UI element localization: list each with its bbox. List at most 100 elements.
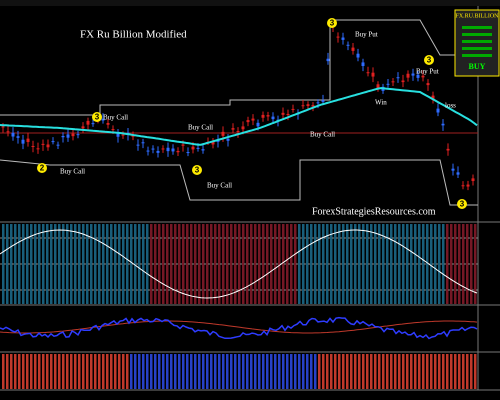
osc-bar — [102, 224, 105, 304]
trend-bar — [362, 354, 365, 389]
trend-bar — [50, 354, 53, 389]
trend-bar — [122, 354, 125, 389]
candle-body — [51, 141, 55, 143]
trend-bar — [298, 354, 301, 389]
trend-bar — [334, 354, 337, 389]
trend-bar — [102, 354, 105, 389]
trend-bar — [38, 354, 41, 389]
candle-body — [156, 150, 160, 153]
candle-body — [311, 105, 315, 107]
osc-bar — [258, 224, 261, 304]
trend-bar — [366, 354, 369, 389]
trend-bar — [290, 354, 293, 389]
osc-bar — [42, 224, 45, 304]
candle-body — [291, 108, 295, 110]
osc-bar — [30, 224, 33, 304]
osc-bar — [174, 224, 177, 304]
oscillator — [0, 229, 478, 299]
trend-bar — [126, 354, 129, 389]
trend-bar — [326, 354, 329, 389]
osc-bar — [86, 224, 89, 304]
candle-body — [446, 148, 450, 151]
trend-bar — [314, 354, 317, 389]
osc-bar — [34, 224, 37, 304]
trend-bar — [258, 354, 261, 389]
osc-bar — [186, 224, 189, 304]
trend-bar — [78, 354, 81, 389]
candle-body — [16, 136, 20, 138]
trend-bar — [94, 354, 97, 389]
candle-body — [321, 100, 325, 102]
candle-body — [216, 140, 220, 142]
trend-bar — [206, 354, 209, 389]
osc-bar — [74, 224, 77, 304]
candle-body — [461, 185, 465, 187]
osc-bar — [294, 224, 297, 304]
candle-body — [361, 62, 365, 67]
trend-bar — [318, 354, 321, 389]
candle-body — [46, 144, 50, 148]
osc-bar — [50, 224, 53, 304]
trend-bar — [10, 354, 13, 389]
candle-body — [416, 74, 420, 78]
candle-body — [226, 138, 230, 141]
osc-bar — [318, 224, 321, 304]
osc-bar — [22, 224, 25, 304]
candle-body — [26, 138, 30, 143]
osc-bar — [234, 224, 237, 304]
panel-row — [462, 26, 492, 29]
osc-bar — [158, 224, 161, 304]
osc-bar — [94, 224, 97, 304]
trend-bar — [426, 354, 429, 389]
osc-bar — [290, 224, 293, 304]
trend-bar — [22, 354, 25, 389]
osc-bar — [150, 224, 153, 304]
osc-bar — [386, 224, 389, 304]
trend-bar — [262, 354, 265, 389]
osc-bar — [126, 224, 129, 304]
osc-bar — [330, 224, 333, 304]
trend-bar — [62, 354, 65, 389]
trend-bar — [358, 354, 361, 389]
osc-bar — [110, 224, 113, 304]
trend-bar — [110, 354, 113, 389]
marker-label: 2 — [40, 164, 45, 173]
osc-bar — [314, 224, 317, 304]
osc-bar — [178, 224, 181, 304]
osc-bar — [122, 224, 125, 304]
trend-bar — [214, 354, 217, 389]
candle-body — [221, 131, 225, 136]
trend-bar — [418, 354, 421, 389]
info-panel: FX.RU.BILLION BUY — [454, 9, 500, 77]
trend-bar — [294, 354, 297, 389]
signal: Buy Call — [207, 182, 232, 190]
trend-bar — [438, 354, 441, 389]
channel-line — [0, 159, 478, 206]
marker — [92, 112, 102, 122]
osc-bar — [354, 224, 357, 304]
osc-bar — [242, 224, 245, 304]
trend-bar — [82, 354, 85, 389]
trend-bar — [446, 354, 449, 389]
candle-body — [151, 148, 155, 150]
candle-body — [36, 148, 40, 150]
osc-bar — [54, 224, 57, 304]
candle-body — [376, 84, 380, 89]
trend-bar — [198, 354, 201, 389]
candle-body — [41, 143, 45, 145]
candle-body — [316, 102, 320, 104]
osc-bar — [466, 224, 469, 304]
trend-bar — [194, 354, 197, 389]
osc-bar — [182, 224, 185, 304]
trend-bar — [422, 354, 425, 389]
candle-body — [256, 122, 260, 127]
trend-bar — [178, 354, 181, 389]
candle-body — [451, 168, 455, 171]
candle-body — [261, 114, 265, 118]
osc-bar — [434, 224, 437, 304]
candle-body — [186, 152, 190, 154]
osc-bar — [218, 224, 221, 304]
candle-body — [251, 118, 255, 121]
candle-body — [266, 115, 270, 117]
candle-body — [31, 145, 35, 147]
